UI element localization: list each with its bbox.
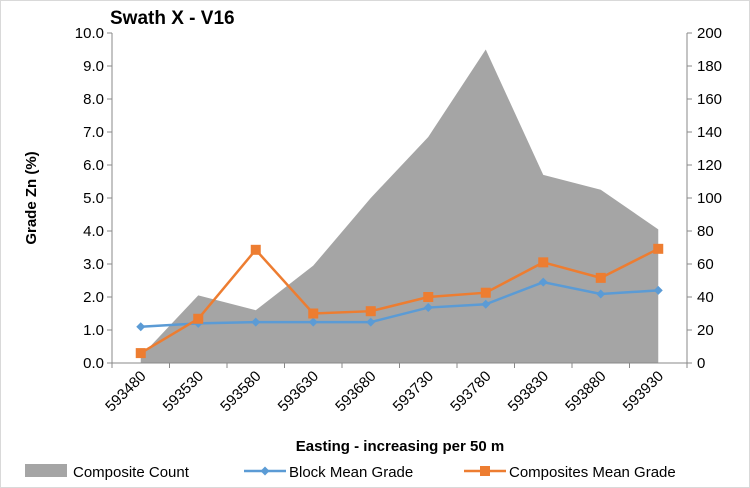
y2-tick-label: 100 [697, 190, 722, 207]
x-tick-label: 593880 [562, 368, 609, 415]
point-composites-mean-grade [193, 313, 204, 324]
x-tick-label: 593680 [332, 368, 379, 415]
point-block-mean-grade [538, 277, 548, 287]
x-tick-label: 593730 [390, 368, 437, 415]
line-series-composites-mean-grade [140, 247, 659, 355]
point-composites-mean-grade [308, 308, 319, 319]
point-block-mean-grade [423, 303, 433, 313]
point-block-mean-grade [653, 285, 663, 295]
y-tick-label: 7.0 [83, 124, 104, 141]
line-series-block-mean-grade [140, 280, 659, 328]
point-block-mean-grade [251, 317, 261, 327]
legend-marker-composites-mean-grade [480, 466, 490, 476]
chart-title: Swath X - V16 [110, 8, 235, 29]
y2-tick-label: 140 [697, 124, 722, 141]
y2-tick-label: 40 [697, 289, 714, 306]
y-axis-title: Grade Zn (%) [23, 151, 40, 244]
x-tick-label: 593480 [102, 368, 149, 415]
point-block-mean-grade [481, 299, 491, 309]
legend: Composite Count Block Mean Grade Composite… [25, 464, 676, 481]
legend-label-composites-mean-grade: Composites Mean Grade [509, 464, 676, 481]
y-tick-label: 2.0 [83, 289, 104, 306]
point-composites-mean-grade [480, 287, 491, 298]
point-composites-mean-grade [135, 348, 146, 359]
y2-tick-label: 60 [697, 256, 714, 273]
point-composites-mean-grade [538, 257, 549, 268]
point-block-mean-grade [136, 322, 146, 332]
area-series-composite-count [140, 49, 659, 363]
point-composites-mean-grade [653, 243, 664, 254]
y-tick-label: 5.0 [83, 190, 104, 207]
y2-tick-label: 20 [697, 322, 714, 339]
y-tick-label: 3.0 [83, 256, 104, 273]
point-block-mean-grade [366, 317, 376, 327]
legend-marker-block-mean-grade [260, 466, 270, 476]
y2-tick-label: 200 [697, 25, 722, 42]
y2-tick-label: 180 [697, 58, 722, 75]
y2-tick-label: 120 [697, 157, 722, 174]
point-composites-mean-grade [423, 292, 434, 302]
x-tick-label: 593530 [160, 368, 207, 415]
point-composites-mean-grade [250, 244, 261, 255]
point-composites-mean-grade [365, 306, 376, 317]
plot-area: 0.0 1.0 2.0 3.0 4.0 5.0 6.0 7.0 8.0 9.0 10.0 0 20 40 6… [75, 25, 722, 415]
legend-label-block-mean-grade: Block Mean Grade [289, 464, 413, 481]
y-tick-label: 8.0 [83, 91, 104, 108]
y-tick-label: 10.0 [75, 25, 104, 42]
y2-tick-label: 160 [697, 91, 722, 108]
x-tick-label: 593830 [505, 368, 552, 415]
legend-label-composite-count: Composite Count [73, 464, 190, 481]
y2-tick-label: 0 [697, 355, 705, 372]
y2-tick-label: 80 [697, 223, 714, 240]
legend-swatch-composite-count [25, 464, 67, 477]
x-tick-label: 593780 [447, 368, 494, 415]
y-tick-label: 6.0 [83, 157, 104, 174]
point-block-mean-grade [308, 317, 318, 327]
y-tick-label: 1.0 [83, 322, 104, 339]
x-tick-label: 593930 [620, 368, 667, 415]
y-tick-label: 0.0 [83, 355, 104, 372]
y-tick-label: 9.0 [83, 58, 104, 75]
x-tick-label: 593630 [275, 368, 322, 415]
x-axis-title: Easting - increasing per 50 m [296, 438, 504, 455]
point-composites-mean-grade [595, 272, 606, 283]
y-tick-label: 4.0 [83, 223, 104, 240]
x-tick-label: 593580 [217, 368, 264, 415]
point-block-mean-grade [596, 289, 606, 299]
